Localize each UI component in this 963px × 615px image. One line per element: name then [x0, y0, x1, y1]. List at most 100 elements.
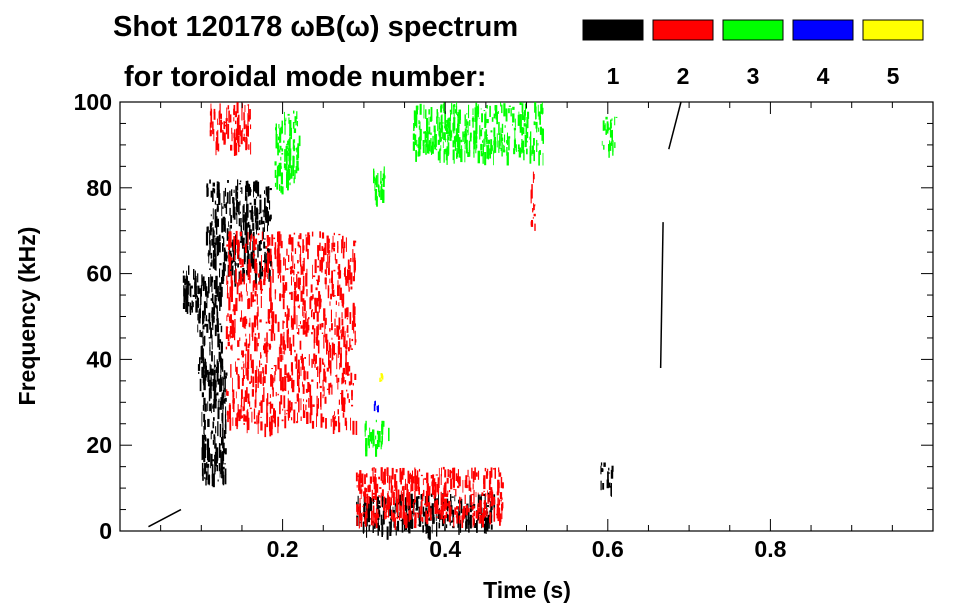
data-point: [206, 187, 209, 197]
data-point: [394, 517, 397, 530]
data-point: [232, 389, 235, 398]
data-point: [270, 330, 273, 342]
data-point: [294, 402, 297, 404]
data-point: [489, 471, 492, 485]
data-point: [221, 269, 224, 284]
data-point: [605, 129, 607, 135]
data-point: [281, 376, 284, 392]
data-point: [254, 421, 256, 424]
data-point: [364, 474, 366, 485]
data-point: [261, 231, 263, 241]
data-point: [431, 524, 433, 534]
data-point: [477, 494, 480, 508]
data-point: [327, 285, 330, 299]
data-point: [415, 105, 418, 115]
data-point: [272, 269, 274, 283]
data-point: [273, 365, 277, 367]
data-point: [373, 168, 375, 184]
data-point: [342, 303, 344, 308]
data-point: [220, 444, 223, 446]
data-point: [251, 389, 254, 397]
data-point: [237, 239, 240, 255]
data-point: [239, 125, 241, 129]
data-point: [343, 241, 346, 249]
data-point: [437, 139, 440, 145]
data-point: [533, 121, 536, 126]
data-point: [496, 491, 499, 496]
data-point: [339, 353, 342, 368]
data-point: [212, 190, 214, 202]
data-point: [235, 212, 237, 216]
data-point: [319, 385, 322, 389]
y-tick-label: 100: [74, 89, 112, 115]
data-point: [432, 517, 435, 524]
data-point: [229, 225, 231, 236]
data-point: [454, 495, 456, 502]
data-point: [210, 103, 212, 111]
data-point: [236, 414, 238, 430]
data-point: [210, 190, 213, 198]
data-point: [264, 238, 266, 240]
data-point: [260, 371, 262, 384]
data-point: [332, 289, 335, 297]
data-point: [445, 148, 448, 153]
data-point: [226, 228, 229, 241]
data-point: [270, 299, 272, 312]
data-point: [242, 128, 244, 132]
data-point: [407, 505, 410, 511]
data-point: [460, 497, 462, 501]
data-point: [365, 512, 368, 527]
data-point: [321, 246, 324, 251]
data-point: [446, 121, 448, 131]
data-point: [610, 469, 614, 479]
data-point: [275, 127, 277, 131]
data-point: [196, 295, 198, 307]
data-point: [226, 292, 229, 299]
data-point: [446, 127, 449, 135]
data-point: [486, 119, 489, 124]
data-point: [364, 517, 366, 524]
data-point: [615, 116, 618, 118]
data-point: [373, 481, 376, 490]
data-point: [317, 275, 320, 283]
data-point: [223, 398, 225, 403]
data-point: [395, 481, 398, 490]
data-point: [524, 134, 527, 148]
data-point: [230, 257, 233, 261]
data-point: [458, 515, 461, 524]
data-point: [342, 294, 344, 303]
data-point: [453, 136, 457, 144]
series-4: [373, 400, 379, 413]
data-point: [280, 126, 283, 132]
data-point: [246, 216, 248, 221]
data-point: [467, 508, 470, 513]
data-point: [204, 463, 207, 474]
data-point: [256, 196, 257, 199]
data-point: [609, 130, 612, 138]
data-point: [303, 404, 305, 416]
data-point: [268, 343, 271, 348]
data-point: [284, 364, 287, 375]
data-point: [449, 129, 452, 141]
data-point: [430, 475, 434, 479]
data-point: [382, 510, 385, 525]
data-point: [263, 209, 265, 218]
data-point: [433, 125, 436, 133]
data-point: [201, 274, 203, 286]
data-point: [288, 147, 291, 162]
data-point: [329, 344, 331, 358]
data-point: [238, 137, 240, 153]
data-point: [252, 214, 254, 223]
data-point: [260, 400, 263, 413]
data-point: [283, 140, 285, 143]
data-point: [267, 309, 270, 319]
data-point: [263, 387, 265, 402]
data-point: [449, 123, 451, 133]
data-point: [452, 511, 455, 523]
data-point: [211, 276, 214, 283]
data-point: [328, 393, 331, 395]
data-point: [383, 496, 386, 512]
data-point: [320, 392, 322, 407]
data-point: [214, 210, 217, 223]
data-point: [316, 367, 318, 370]
